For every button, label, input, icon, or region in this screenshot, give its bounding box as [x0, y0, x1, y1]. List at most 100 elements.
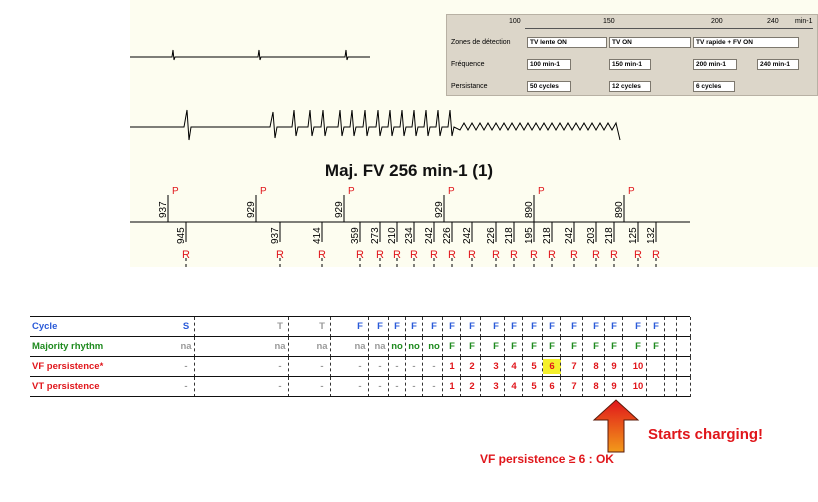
table-cell: 10 — [632, 381, 644, 392]
table-cell: - — [278, 381, 282, 392]
r-interval-label: 125 — [628, 227, 639, 244]
table-cell: no — [408, 341, 420, 352]
table-cell: 2 — [469, 381, 475, 392]
vf-threshold-annotation: VF persistence ≥ 6 : OK — [480, 452, 614, 466]
r-marker: R — [510, 249, 518, 261]
p-marker: P — [172, 186, 179, 197]
table-cell: F — [653, 321, 659, 332]
column-divider — [604, 357, 605, 377]
settings-field[interactable]: TV lente ON — [527, 37, 607, 48]
table-cell: na — [354, 341, 366, 352]
table-cell: - — [278, 361, 282, 372]
column-divider — [522, 357, 523, 377]
settings-row-label: Zones de détection — [451, 39, 511, 46]
settings-field[interactable]: TV ON — [609, 37, 691, 48]
settings-field[interactable]: 150 min-1 — [609, 59, 651, 70]
r-interval-label: 218 — [542, 227, 553, 244]
table-cell: na — [374, 341, 386, 352]
column-divider — [604, 317, 605, 337]
table-cell: 6 — [543, 359, 561, 374]
column-divider — [664, 377, 665, 397]
column-divider — [460, 337, 461, 357]
episode-title: Maj. FV 256 min-1 (1) — [0, 161, 818, 181]
column-divider — [676, 377, 677, 397]
p-interval-label: 937 — [158, 201, 169, 218]
rate-scale-label: 200 — [711, 18, 723, 25]
rate-scale-label: 150 — [603, 18, 615, 25]
column-divider — [368, 337, 369, 357]
r-interval-label: 242 — [564, 227, 575, 244]
rate-scale-line — [525, 28, 813, 29]
table-row: VT persistence - - - - - - - - 1 2 3 4 5 6 7 8 9 10 — [30, 376, 691, 397]
r-interval-label: 195 — [524, 227, 535, 244]
rate-scale-label: 240 — [767, 18, 779, 25]
ventricular-trace — [130, 109, 621, 141]
settings-field[interactable]: 6 cycles — [693, 81, 735, 92]
detection-settings-panel: 100 150 200 240 min-1 Zones de détection TV l… — [446, 14, 818, 96]
column-divider — [604, 337, 605, 357]
table-cell: F — [493, 341, 499, 352]
column-divider — [582, 377, 583, 397]
table-cell: - — [395, 381, 399, 392]
table-cell: T — [277, 321, 283, 332]
r-interval-label: 242 — [462, 227, 473, 244]
settings-field[interactable]: TV rapide + FV ON — [693, 37, 799, 48]
column-divider — [582, 317, 583, 337]
column-divider — [560, 337, 561, 357]
column-divider — [504, 317, 505, 337]
table-cell: F — [571, 321, 577, 332]
column-divider — [560, 377, 561, 397]
column-divider — [690, 337, 691, 357]
column-divider — [646, 377, 647, 397]
table-cell: S — [182, 321, 190, 332]
charging-annotation: Starts charging! — [648, 426, 764, 443]
settings-field[interactable]: 100 min-1 — [527, 59, 571, 70]
table-cell: F — [377, 321, 383, 332]
table-cell: 4 — [511, 361, 517, 372]
table-cell: F — [635, 341, 641, 352]
column-divider — [422, 317, 423, 337]
column-divider — [480, 357, 481, 377]
table-cell: F — [449, 341, 455, 352]
column-divider — [622, 337, 623, 357]
column-divider — [442, 377, 443, 397]
column-divider — [330, 377, 331, 397]
column-divider — [560, 357, 561, 377]
p-interval-label: 929 — [434, 201, 445, 218]
column-divider — [582, 357, 583, 377]
table-cell: - — [432, 381, 436, 392]
r-interval-label: 414 — [312, 227, 323, 244]
table-cell: F — [549, 321, 555, 332]
r-marker: R — [492, 249, 500, 261]
table-cell: F — [431, 321, 437, 332]
column-divider — [522, 377, 523, 397]
column-divider — [442, 337, 443, 357]
settings-field[interactable]: 200 min-1 — [693, 59, 737, 70]
table-cell: 3 — [493, 361, 499, 372]
table-cell: F — [531, 341, 537, 352]
table-cell: F — [394, 321, 400, 332]
settings-field[interactable]: 12 cycles — [609, 81, 651, 92]
r-marker: R — [610, 249, 618, 261]
r-marker: R — [448, 249, 456, 261]
column-divider — [690, 357, 691, 377]
r-marker: R — [276, 249, 284, 261]
settings-field[interactable]: 240 min-1 — [757, 59, 799, 70]
p-marker: P — [260, 186, 267, 197]
column-divider — [646, 357, 647, 377]
column-divider — [330, 357, 331, 377]
column-divider — [646, 317, 647, 337]
up-arrow-icon — [592, 399, 640, 453]
table-cell: F — [357, 321, 363, 332]
column-divider — [460, 377, 461, 397]
column-divider — [560, 317, 561, 337]
r-interval-label: 226 — [486, 227, 497, 244]
column-divider — [194, 357, 195, 377]
settings-field[interactable]: 50 cycles — [527, 81, 571, 92]
column-divider — [368, 377, 369, 397]
column-divider — [504, 337, 505, 357]
episode-title-text: Maj. FV 256 min-1 — [324, 161, 473, 180]
p-interval-label: 890 — [614, 201, 625, 218]
table-cell: 10 — [632, 361, 644, 372]
table-cell: - — [184, 361, 188, 372]
